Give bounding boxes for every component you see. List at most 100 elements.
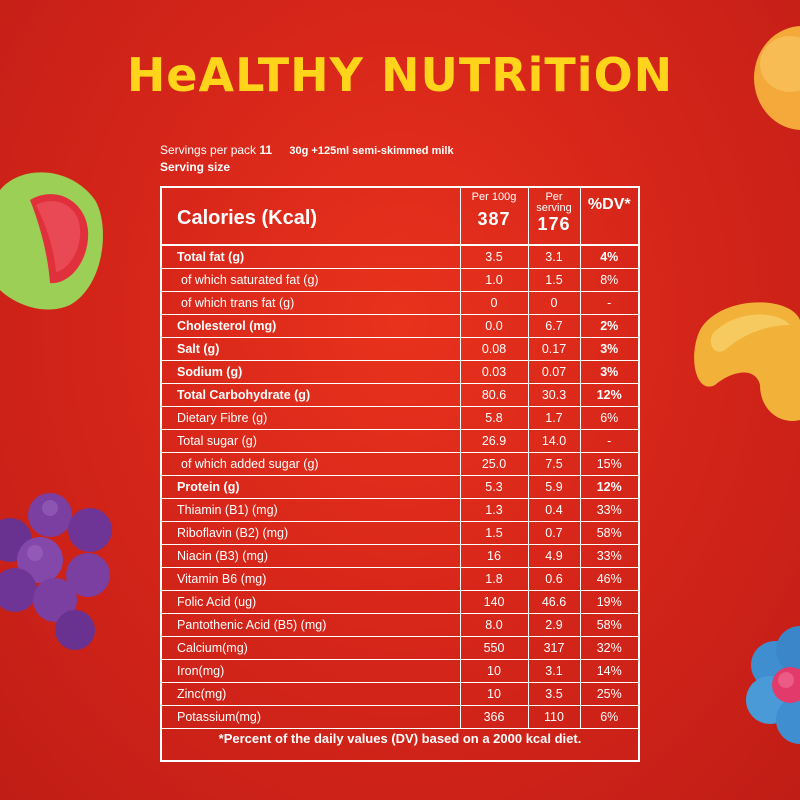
per100g-value: 80.6 <box>459 383 528 407</box>
nutrient-name: Iron(mg) <box>162 659 460 683</box>
per100g-value: 366 <box>459 705 528 729</box>
per100g-value: 5.8 <box>459 406 528 430</box>
table-header-row: Calories (Kcal) Per 100g 387 Per serving… <box>162 188 638 246</box>
nutrient-row: Total fat (g) 3.5 3.1 4% <box>162 245 638 269</box>
per100g-value: 140 <box>459 590 528 614</box>
nutrient-row: Folic Acid (ug) 140 46.6 19% <box>162 590 638 614</box>
per100g-value: 1.5 <box>459 521 528 545</box>
perserving-value: 3.5 <box>527 682 580 706</box>
perserving-value: 4.9 <box>527 544 580 568</box>
dv-value: 2% <box>579 314 638 338</box>
nutrient-row: Salt (g) 0.08 0.17 3% <box>162 337 638 361</box>
dv-value: 46% <box>579 567 638 591</box>
nutrient-row: Potassium(mg) 366 110 6% <box>162 705 638 729</box>
purple-cereal-cluster <box>0 493 112 650</box>
servings-per-pack-label: Servings per pack <box>160 143 257 157</box>
nutrient-row: Vitamin B6 (mg) 1.8 0.6 46% <box>162 567 638 591</box>
dv-value: 6% <box>579 406 638 430</box>
per100g-value: 550 <box>459 636 528 660</box>
perserving-label: Per serving <box>536 191 572 214</box>
dv-value: 6% <box>579 705 638 729</box>
per100g-value: 1.3 <box>459 498 528 522</box>
nutrient-name: Pantothenic Acid (B5) (mg) <box>162 613 460 637</box>
per100g-value: 16 <box>459 544 528 568</box>
servings-per-pack-line: Servings per pack 11 30g +125ml semi-ski… <box>160 142 454 159</box>
perserving-value: 0.07 <box>527 360 580 384</box>
dv-value: 14% <box>579 659 638 683</box>
nutrient-name: Niacin (B3) (mg) <box>162 544 460 568</box>
perserving-value: 1.5 <box>527 268 580 292</box>
nutrient-name: Cholesterol (mg) <box>162 314 460 338</box>
per100g-label: Per 100g <box>471 191 517 203</box>
nutrient-name: Vitamin B6 (mg) <box>162 567 460 591</box>
calories-header-cell: Calories (Kcal) <box>162 188 460 246</box>
nutrient-name: of which trans fat (g) <box>162 291 460 315</box>
nutrition-panel: Calories (Kcal) Per 100g 387 Per serving… <box>160 186 640 762</box>
per100g-header-cell: Per 100g 387 <box>459 188 528 246</box>
green-cereal-piece <box>0 172 103 310</box>
per100g-value: 0.08 <box>459 337 528 361</box>
perserving-value: 0.17 <box>527 337 580 361</box>
per100g-value: 10 <box>459 659 528 683</box>
per100g-value: 3.5 <box>459 245 528 269</box>
perserving-value: 46.6 <box>527 590 580 614</box>
dv-label: %DV* <box>587 196 631 213</box>
perserving-value: 110 <box>527 705 580 729</box>
per100g-value: 8.0 <box>459 613 528 637</box>
per100g-value: 0.03 <box>459 360 528 384</box>
perserving-value: 0.7 <box>527 521 580 545</box>
perserving-value: 0 <box>527 291 580 315</box>
perserving-value: 3.1 <box>527 659 580 683</box>
dv-value: 15% <box>579 452 638 476</box>
nutrient-name: Total fat (g) <box>162 245 460 269</box>
nutrient-name: Riboflavin (B2) (mg) <box>162 521 460 545</box>
dv-value: - <box>579 429 638 453</box>
dv-value: 19% <box>579 590 638 614</box>
nutrient-name: Total Carbohydrate (g) <box>162 383 460 407</box>
nutrient-row: Calcium(mg) 550 317 32% <box>162 636 638 660</box>
perserving-value: 1.7 <box>527 406 580 430</box>
nutrient-row: Protein (g) 5.3 5.9 12% <box>162 475 638 499</box>
per100g-value: 5.3 <box>459 475 528 499</box>
page-title: HeALTHY NUTRiTiON <box>126 48 674 102</box>
per100g-value: 25.0 <box>459 452 528 476</box>
nutrient-row: Cholesterol (mg) 0.0 6.7 2% <box>162 314 638 338</box>
calories-label: Calories (Kcal) <box>177 207 318 229</box>
perserving-value: 0.6 <box>527 567 580 591</box>
dv-header-cell: %DV* <box>579 188 638 246</box>
per100g-value: 10 <box>459 682 528 706</box>
per100g-value: 0 <box>459 291 528 315</box>
perserving-header-cell: Per serving 176 <box>527 188 580 246</box>
dv-value: 25% <box>579 682 638 706</box>
per100g-value: 0.0 <box>459 314 528 338</box>
yellow-cereal-piece <box>694 302 800 421</box>
dv-value: 4% <box>579 245 638 269</box>
nutrition-table: Calories (Kcal) Per 100g 387 Per serving… <box>162 188 638 729</box>
nutrient-name: Folic Acid (ug) <box>162 590 460 614</box>
dv-value: 58% <box>579 521 638 545</box>
perserving-value: 5.9 <box>527 475 580 499</box>
blue-cereal-piece <box>746 626 800 744</box>
nutrient-row: Total sugar (g) 26.9 14.0- <box>162 429 638 453</box>
per100g-value: 1.0 <box>459 268 528 292</box>
perserving-value: 14.0 <box>527 429 580 453</box>
orange-cereal-piece-top <box>754 26 800 130</box>
dv-value: 33% <box>579 544 638 568</box>
dv-value: 32% <box>579 636 638 660</box>
nutrient-name: Potassium(mg) <box>162 705 460 729</box>
dv-value: 58% <box>579 613 638 637</box>
nutrient-name: Salt (g) <box>162 337 460 361</box>
serving-amount: 30g +125ml semi-skimmed milk <box>289 145 454 157</box>
dv-value: 3% <box>579 337 638 361</box>
nutrient-name: of which added sugar (g) <box>162 452 460 476</box>
serving-size-label: Serving size <box>160 160 231 174</box>
dv-value: 8% <box>579 268 638 292</box>
nutrient-name: Protein (g) <box>162 475 460 499</box>
nutrient-name: Calcium(mg) <box>162 636 460 660</box>
nutrient-name: Zinc(mg) <box>162 682 460 706</box>
nutrient-row: Iron(mg) 10 3.1 14% <box>162 659 638 683</box>
dv-footnote: *Percent of the daily values (DV) based … <box>218 731 582 746</box>
servings-info: Servings per pack 11 30g +125ml semi-ski… <box>160 142 454 175</box>
nutrient-row: of which trans fat (g) 0 0- <box>162 291 638 315</box>
